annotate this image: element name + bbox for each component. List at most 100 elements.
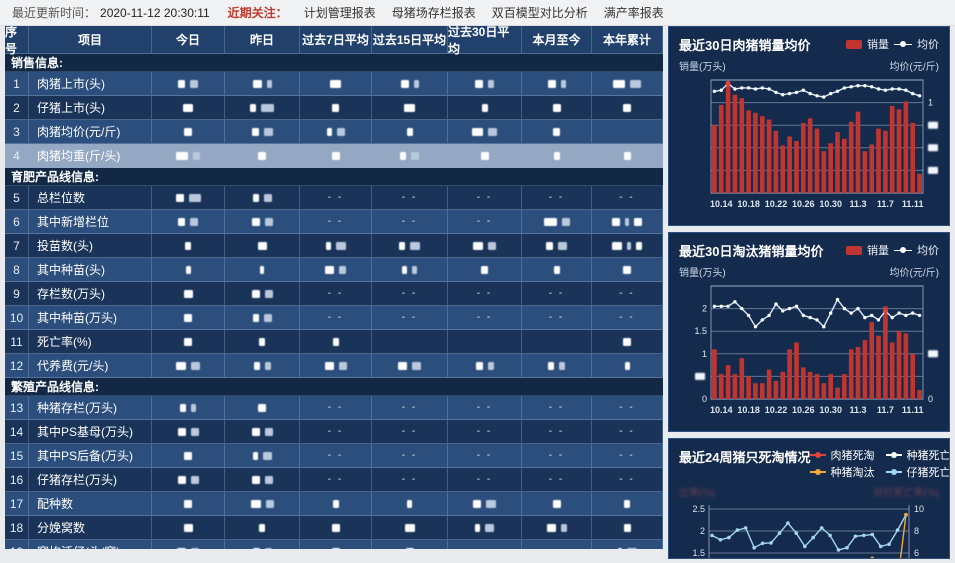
row-number: 9 [5, 282, 29, 306]
redacted-value [252, 193, 259, 202]
redacted-value [404, 523, 415, 532]
svg-text:0: 0 [702, 394, 707, 404]
table-row-13[interactable]: 13 种猪存栏(万头) - - - - - - - - - - [5, 396, 663, 420]
redacted-value [177, 427, 186, 436]
value-cell: - - [592, 396, 663, 420]
redacted-value [180, 403, 186, 412]
value-cell [152, 96, 225, 120]
svg-text:1: 1 [928, 98, 933, 108]
table-row-7[interactable]: 7 投苗数(头) [5, 234, 663, 258]
value-cell [448, 234, 522, 258]
table-row-8[interactable]: 8 其中种苗(头) [5, 258, 663, 282]
redacted-value [400, 79, 409, 88]
link-double-hundred-model-compare[interactable]: 双百模型对比分析 [491, 6, 588, 20]
column-header: 本月至今 [522, 26, 592, 54]
legend-item-price[interactable]: 均价 [917, 245, 939, 257]
table-row-17[interactable]: 17 配种数 [5, 492, 663, 516]
value-cell [225, 72, 300, 96]
table-row-10[interactable]: 10 其中种苗(万头) - - - - - - - - - - [5, 306, 663, 330]
table-row-9[interactable]: 9 存栏数(万头) - - - - - - - - - - [5, 282, 663, 306]
table-row-12[interactable]: 12 代养费(元/头) [5, 354, 663, 378]
table-row-6[interactable]: 6 其中新增栏位 - - - - - - [5, 210, 663, 234]
redacted-value [398, 361, 407, 370]
value-cell [522, 540, 592, 549]
row-label: 配种数 [29, 492, 152, 516]
value-cell [522, 96, 592, 120]
svg-text:10: 10 [914, 504, 924, 514]
redacted-value [411, 151, 419, 160]
row-number: 3 [5, 120, 29, 144]
value-cell: - - [372, 420, 448, 444]
no-data-dash: - - [476, 450, 493, 461]
value-cell [592, 234, 663, 258]
svg-text:10.30: 10.30 [819, 405, 842, 415]
redacted-value [473, 499, 481, 508]
legend-line-dot-swatch [810, 468, 827, 476]
legend-item-1[interactable]: 种猪死亡 [886, 447, 949, 463]
table-row-18[interactable]: 18 分娩窝数 [5, 516, 663, 540]
table-row-15[interactable]: 15 其中PS后备(万头) - - - - - - - - - - [5, 444, 663, 468]
link-plan-management-report[interactable]: 计划管理报表 [303, 6, 376, 20]
redacted-value [258, 151, 266, 160]
redacted-value [332, 499, 339, 508]
redacted-value [623, 337, 631, 346]
svg-text:10.18: 10.18 [737, 405, 760, 415]
svg-text:11.3: 11.3 [849, 405, 866, 415]
report-table: 序号 项目 今日 昨日 过去7日平均 过去15日平均 过去30日平均 本月至今 本年累计 销售信息… [5, 26, 663, 549]
link-full-capacity-rate-report[interactable]: 满产率报表 [603, 6, 664, 20]
value-cell [152, 354, 225, 378]
table-row-16[interactable]: 16 仔猪存栏(万头) - - - - - - - - - - [5, 468, 663, 492]
redacted-value [326, 127, 332, 136]
legend-item-2[interactable]: 种猪淘汰 [810, 464, 874, 480]
legend-item-price[interactable]: 均价 [917, 39, 939, 51]
value-cell [225, 396, 300, 420]
value-cell [225, 96, 300, 120]
no-data-dash: - - [619, 402, 635, 413]
redacted-value [404, 103, 415, 112]
redacted-value [190, 217, 198, 226]
redacted-value [176, 361, 186, 370]
redacted-value [176, 151, 188, 160]
table-row-19[interactable]: 19窝均活仔(头/窝) [5, 540, 663, 549]
legend-item-0[interactable]: 肉猪死淘 [810, 447, 874, 463]
value-cell [225, 330, 300, 354]
redacted-value [184, 313, 192, 322]
legend-item-sales[interactable]: 销量 [867, 39, 889, 51]
redacted-value [250, 499, 261, 508]
table-row-1[interactable]: 1 肉猪上市(头) [5, 72, 663, 96]
legend-item-3[interactable]: 仔猪死亡 [886, 464, 949, 480]
table-row-11[interactable]: 11 死亡率(%) [5, 330, 663, 354]
row-label: 肉猪上市(头) [29, 72, 152, 96]
table-row-2[interactable]: 2 仔猪上市(头) [5, 96, 663, 120]
report-table-panel: 序号 项目 今日 昨日 过去7日平均 过去15日平均 过去30日平均 本月至今 本年累计 销售信息… [5, 26, 663, 549]
redacted-value [183, 289, 193, 298]
row-label: 代养费(元/头) [29, 354, 152, 378]
value-cell [152, 120, 225, 144]
redacted-value [190, 79, 198, 88]
value-cell [522, 234, 592, 258]
value-cell [225, 186, 300, 210]
value-cell [522, 210, 592, 234]
redacted-value [264, 427, 273, 436]
row-label: 仔猪上市(头) [29, 96, 152, 120]
cull-pig-sales-plot: 0 2 1.5 1 0 10.14 10.18 10.22 10.26 10.30 11.3 11.7… [679, 281, 939, 431]
value-cell: - - [592, 186, 663, 210]
table-row-3[interactable]: 3 肉猪均价(元/斤) [5, 120, 663, 144]
no-data-dash: - - [401, 216, 418, 227]
table-row-14[interactable]: 14 其中PS基母(万头) - - - - - - - - - - [5, 420, 663, 444]
redacted-value [553, 127, 560, 136]
legend-item-sales[interactable]: 销量 [867, 245, 889, 257]
svg-text:10.14: 10.14 [710, 405, 733, 415]
value-cell [448, 120, 522, 144]
table-row-4[interactable]: 4 肉猪均重(斤/头) [5, 144, 663, 168]
row-label: 总栏位数 [29, 186, 152, 210]
no-data-dash: - - [327, 216, 344, 227]
value-cell [592, 258, 663, 282]
link-sow-farm-inventory-report[interactable]: 母猪场存栏报表 [391, 6, 476, 20]
redacted-value [405, 547, 414, 549]
column-header: 昨日 [225, 26, 300, 54]
redacted-value [481, 103, 488, 112]
legend-line-dot-swatch [886, 468, 903, 476]
table-row-5[interactable]: 5 总栏位数 - - - - - - - - - - [5, 186, 663, 210]
chart-legend: 销量 均价 [846, 242, 939, 258]
